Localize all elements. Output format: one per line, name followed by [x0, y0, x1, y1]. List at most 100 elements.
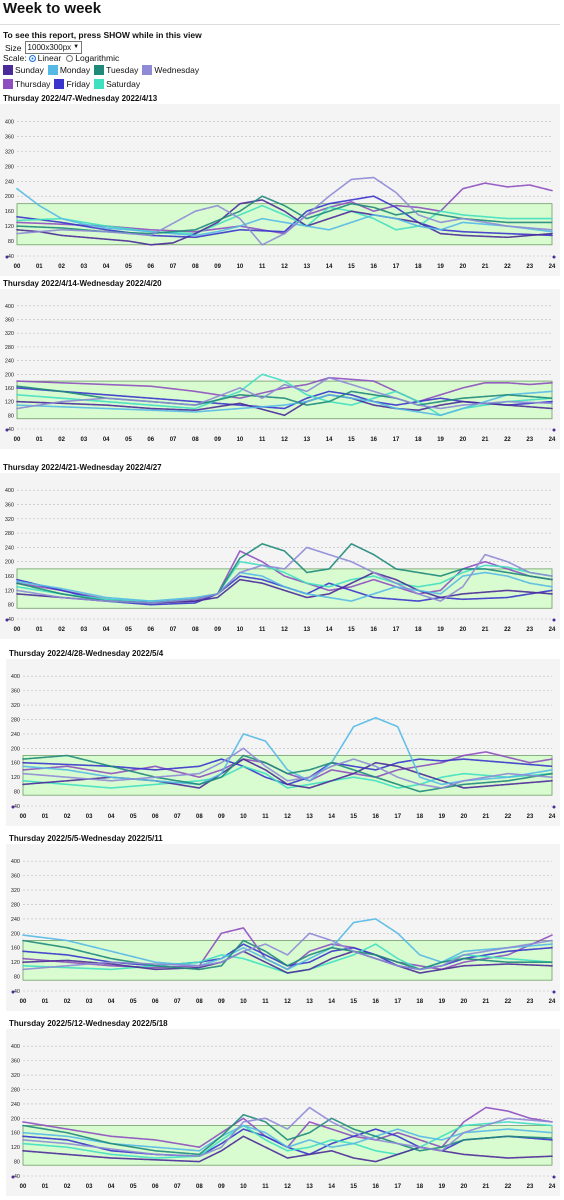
x-tick-label: 11: [259, 437, 266, 443]
target-range-band: [16, 380, 553, 420]
x-tick-label: 15: [350, 1184, 357, 1190]
x-tick-label: 01: [36, 437, 43, 443]
chart-background: [6, 1029, 560, 1196]
x-tick-label: 11: [262, 999, 269, 1005]
size-select[interactable]: 1000x300px ▼: [24, 41, 83, 54]
series-line-thursday: [16, 182, 553, 235]
x-tick-label: 10: [237, 627, 244, 633]
x-tick-label: 04: [103, 627, 110, 633]
y-tick-label: 200: [11, 746, 20, 752]
x-tick-label: 09: [214, 437, 221, 443]
series-line-wednesday: [16, 176, 553, 246]
x-tick-label: 07: [170, 437, 177, 443]
x-tick-label: 19: [438, 999, 445, 1005]
y-tick-label: 160: [11, 1131, 20, 1137]
x-tick-label: 03: [81, 627, 88, 633]
scale-label: Scale:: [3, 53, 27, 63]
week-chart: 40 80 120 160 200 240 280 320 360 400 00 01 02 03 04 05…: [0, 289, 560, 449]
y-tick-label: 240: [11, 1102, 20, 1108]
x-tick-label: 06: [147, 264, 154, 270]
series-line-thursday: [22, 1106, 553, 1148]
y-tick-label: 360: [11, 874, 20, 880]
series-line-sunday: [16, 199, 553, 246]
x-tick-label: 04: [108, 999, 115, 1005]
legend-swatch: [94, 65, 105, 75]
x-tick-label: 18: [415, 627, 422, 633]
week-chart: 40 80 120 160 200 240 280 320 360 400 00 01 02 03 04 05…: [6, 844, 560, 1011]
x-tick-label: 24: [549, 264, 556, 270]
page-title: Week to week: [3, 0, 102, 17]
week-chart: 40 80 120 160 200 240 280 320 360 400 00 01 02 03 04 05…: [6, 1029, 560, 1196]
x-tick-label: 13: [306, 814, 313, 820]
x-tick-label: 21: [483, 999, 490, 1005]
x-tick-label: 02: [58, 437, 65, 443]
chevron-down-icon: ▼: [73, 44, 80, 50]
x-tick-label: 01: [36, 627, 43, 633]
x-tick-label: 07: [174, 1184, 181, 1190]
x-tick-label: 13: [303, 437, 310, 443]
legend-label: Monday: [59, 65, 91, 75]
legend-label: Tuesday: [106, 65, 139, 75]
y-tick-label: 120: [5, 588, 14, 594]
x-tick-label: 13: [303, 627, 310, 633]
y-tick-label: 200: [5, 560, 14, 566]
x-tick-label: 07: [170, 627, 177, 633]
y-tick-label: 280: [11, 1087, 20, 1093]
axis-endpoint-dot: [11, 805, 15, 809]
x-tick-label: 13: [306, 1184, 313, 1190]
x-tick-label: 16: [370, 264, 377, 270]
y-tick-label: 320: [5, 149, 14, 155]
x-tick-label: 00: [14, 437, 21, 443]
x-tick-label: 10: [240, 1184, 247, 1190]
size-select-value: 1000x300px: [27, 43, 72, 52]
series-line-tuesday: [22, 1113, 553, 1156]
x-tick-label: 11: [262, 814, 269, 820]
x-tick-label: 22: [505, 1184, 512, 1190]
x-tick-label: 04: [103, 264, 110, 270]
x-tick-label: 09: [214, 627, 221, 633]
chart-title: Thursday 2022/4/14-Wednesday 2022/4/20: [3, 279, 162, 288]
legend-swatch: [47, 65, 58, 75]
y-tick-label: 40: [14, 989, 20, 995]
scale-log-radio[interactable]: [66, 54, 74, 62]
x-tick-label: 09: [214, 264, 221, 270]
y-tick-label: 160: [5, 209, 14, 215]
y-tick-label: 360: [11, 689, 20, 695]
scale-linear-radio[interactable]: [28, 54, 36, 62]
x-tick-label: 20: [459, 437, 466, 443]
x-tick-label: 12: [281, 437, 288, 443]
x-tick-label: 14: [328, 1184, 335, 1190]
y-tick-label: 200: [5, 372, 14, 378]
x-tick-label: 12: [284, 1184, 291, 1190]
y-tick-label: 120: [5, 400, 14, 406]
chart-title: Thursday 2022/4/7-Wednesday 2022/4/13: [3, 94, 158, 103]
x-tick-label: 21: [482, 437, 489, 443]
x-tick-label: 12: [281, 627, 288, 633]
series-line-monday: [16, 390, 553, 417]
y-tick-label: 400: [11, 1044, 20, 1050]
y-tick-label: 360: [11, 1059, 20, 1065]
series-line-monday: [16, 571, 553, 602]
x-tick-label: 17: [394, 814, 401, 820]
x-tick-label: 24: [549, 1184, 556, 1190]
x-tick-label: 00: [20, 814, 27, 820]
x-tick-label: 18: [416, 1184, 423, 1190]
y-tick-label: 160: [11, 761, 20, 767]
week-chart: 40 80 120 160 200 240 280 320 360 400 00 01 02 03 04 05…: [0, 473, 560, 639]
x-tick-label: 05: [130, 814, 137, 820]
x-tick-label: 21: [482, 627, 489, 633]
x-tick-label: 02: [58, 264, 65, 270]
x-tick-label: 10: [237, 264, 244, 270]
y-tick-label: 240: [5, 179, 14, 185]
series-line-saturday: [22, 1121, 553, 1159]
x-tick-label: 24: [549, 627, 556, 633]
x-tick-label: 08: [196, 814, 203, 820]
x-tick-label: 13: [303, 264, 310, 270]
x-tick-label: 03: [81, 264, 88, 270]
y-tick-label: 400: [5, 119, 14, 125]
x-tick-label: 15: [350, 814, 357, 820]
legend-row-2: Thursday Friday Saturday: [3, 79, 144, 89]
x-tick-label: 08: [192, 627, 199, 633]
x-tick-label: 08: [192, 437, 199, 443]
series-line-wednesday: [16, 376, 553, 410]
